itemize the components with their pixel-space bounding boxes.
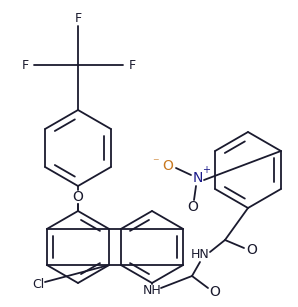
Text: O: O	[246, 243, 257, 257]
Text: F: F	[74, 11, 82, 25]
Text: HN: HN	[191, 248, 209, 262]
Text: +: +	[202, 165, 210, 175]
Text: O: O	[72, 190, 83, 204]
Text: O: O	[163, 159, 173, 173]
Text: Cl: Cl	[32, 278, 44, 292]
Text: F: F	[21, 59, 29, 72]
Text: O: O	[187, 200, 198, 214]
Text: ⁻: ⁻	[152, 157, 158, 169]
Text: NH: NH	[143, 283, 162, 297]
Text: N: N	[193, 171, 203, 185]
Text: F: F	[128, 59, 136, 72]
Text: O: O	[209, 285, 221, 299]
